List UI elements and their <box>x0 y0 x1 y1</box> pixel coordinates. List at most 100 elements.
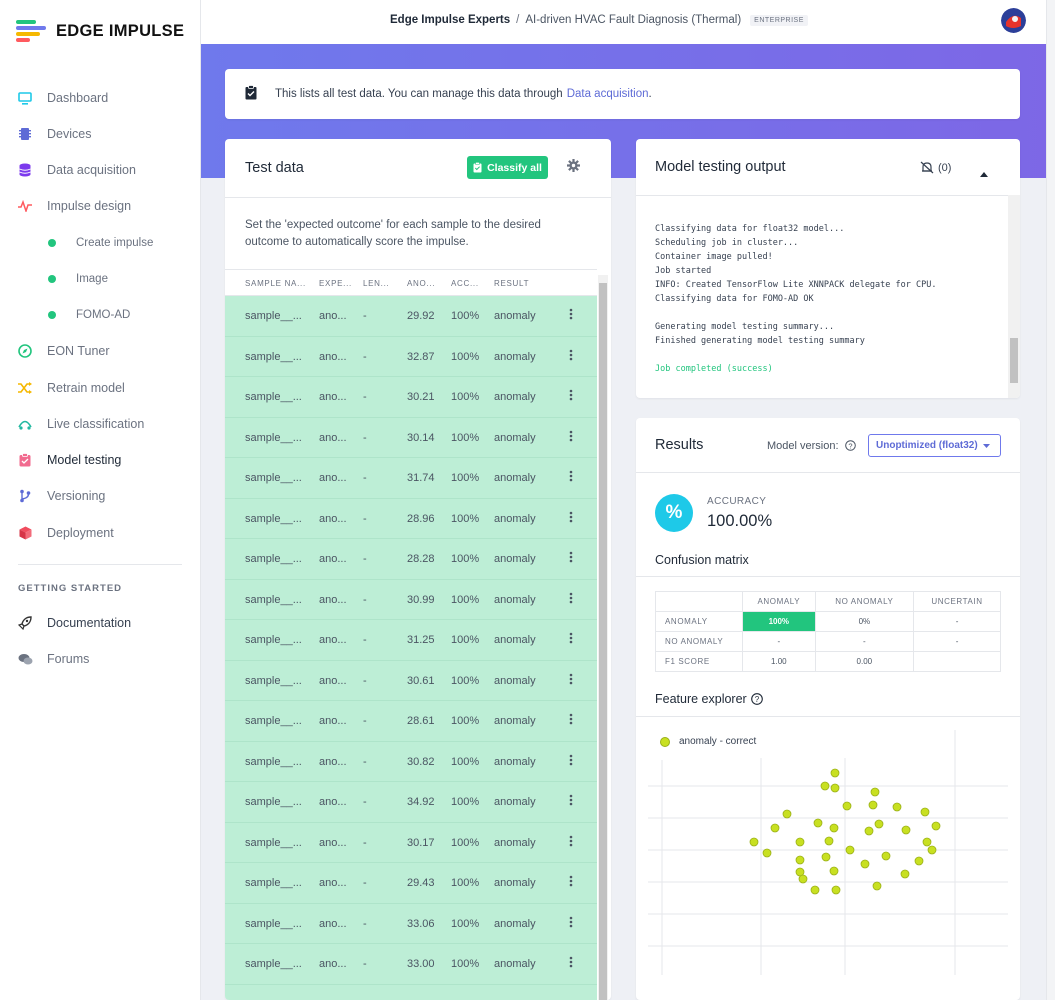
plot-point[interactable] <box>798 874 808 884</box>
row-menu-icon[interactable] <box>569 511 573 526</box>
plot-point[interactable] <box>830 768 840 778</box>
plot-point[interactable] <box>900 869 910 879</box>
model-version-select[interactable]: Unoptimized (float32) <box>868 434 1001 457</box>
avatar[interactable] <box>1001 8 1026 33</box>
table-row[interactable]: sample__... ano... - 30.99 100% anomaly <box>225 580 597 620</box>
table-row[interactable]: sample__... ano... - 28.28 100% anomaly <box>225 539 597 580</box>
plot-point[interactable] <box>829 823 839 833</box>
plot-point[interactable] <box>770 823 780 833</box>
row-menu-icon[interactable] <box>569 794 573 809</box>
table-row[interactable]: sample__... ano... - 34.92 100% anomaly <box>225 782 597 823</box>
sidebar-item-versioning[interactable]: Versioning <box>0 478 200 514</box>
sidebar-item-live-classification[interactable]: Live classification <box>0 406 200 442</box>
col-result[interactable]: RESULT <box>494 279 530 288</box>
sidebar-item-documentation[interactable]: Documentation <box>0 605 200 641</box>
table-row[interactable]: sample__... ano... - 29.43 100% anomaly <box>225 863 597 904</box>
table-row[interactable]: sample__... ano... - 30.17 100% anomaly <box>225 823 597 863</box>
plot-point[interactable] <box>874 819 884 829</box>
classify-all-button[interactable]: Classify all <box>467 156 548 179</box>
sidebar-item-image[interactable]: Image <box>0 261 200 297</box>
sidebar-item-devices[interactable]: Devices <box>0 116 200 152</box>
plot-point[interactable] <box>762 848 772 858</box>
plot-point[interactable] <box>842 801 852 811</box>
plot-point[interactable] <box>870 787 880 797</box>
plot-point[interactable] <box>813 818 823 828</box>
plot-point[interactable] <box>922 837 932 847</box>
plot-point[interactable] <box>845 845 855 855</box>
help-icon[interactable]: ? <box>750 693 763 705</box>
sidebar-item-impulse-design[interactable]: Impulse design <box>0 188 200 224</box>
row-menu-icon[interactable] <box>569 349 573 364</box>
row-menu-icon[interactable] <box>569 754 573 769</box>
sidebar-item-eon-tuner[interactable]: EON Tuner <box>0 333 200 369</box>
col-sample-name[interactable]: SAMPLE NA... <box>245 279 306 288</box>
plot-point[interactable] <box>901 825 911 835</box>
feature-explorer-plot[interactable] <box>648 730 1008 980</box>
plot-point[interactable] <box>829 866 839 876</box>
collapse-caret-icon[interactable] <box>980 164 988 182</box>
plot-point[interactable] <box>931 821 941 831</box>
row-menu-icon[interactable] <box>569 713 573 728</box>
sidebar-item-create-impulse[interactable]: Create impulse <box>0 225 200 261</box>
table-row[interactable]: sample__... ano... - 28.96 100% anomaly <box>225 499 597 539</box>
table-row[interactable]: sample__... ano... - 30.21 100% anomaly <box>225 377 597 418</box>
plot-point[interactable] <box>892 802 902 812</box>
notifications-toggle[interactable]: (0) <box>920 161 951 174</box>
help-icon[interactable]: ? <box>844 440 856 451</box>
col-length[interactable]: LEN... <box>363 279 390 288</box>
table-row[interactable]: sample__... ano... - 31.74 100% anomaly <box>225 458 597 499</box>
table-row[interactable]: sample__... ano... - 30.82 100% anomaly <box>225 742 597 782</box>
sidebar-item-fomo-ad[interactable]: FOMO-AD <box>0 297 200 333</box>
plot-point[interactable] <box>914 856 924 866</box>
plot-point[interactable] <box>820 781 830 791</box>
plot-point[interactable] <box>927 845 937 855</box>
breadcrumb-project[interactable]: AI-driven HVAC Fault Diagnosis (Thermal) <box>525 14 742 26</box>
row-menu-icon[interactable] <box>569 835 573 850</box>
plot-point[interactable] <box>749 837 759 847</box>
sidebar-item-data-acquisition[interactable]: Data acquisition <box>0 152 200 188</box>
plot-point[interactable] <box>881 851 891 861</box>
plot-point[interactable] <box>831 885 841 895</box>
plot-legend[interactable]: anomaly - correct <box>660 736 756 747</box>
sidebar-item-retrain-model[interactable]: Retrain model <box>0 370 200 406</box>
table-row[interactable]: sample__... ano... - 33.00 100% anomaly <box>225 944 597 985</box>
plot-point[interactable] <box>920 807 930 817</box>
table-row[interactable]: sample__... ano... - 30.61 100% anomaly <box>225 661 597 701</box>
plot-point[interactable] <box>830 783 840 793</box>
plot-point[interactable] <box>821 852 831 862</box>
plot-point[interactable] <box>872 881 882 891</box>
table-scrollbar[interactable] <box>598 275 608 1000</box>
table-row[interactable]: sample__... ano... - 31.25 100% anomaly <box>225 620 597 661</box>
row-menu-icon[interactable] <box>569 916 573 931</box>
row-menu-icon[interactable] <box>569 308 573 323</box>
data-acquisition-link[interactable]: Data acquisition <box>566 88 649 100</box>
row-menu-icon[interactable] <box>569 632 573 647</box>
plot-point[interactable] <box>868 800 878 810</box>
row-menu-icon[interactable] <box>569 875 573 890</box>
plot-point[interactable] <box>795 837 805 847</box>
row-menu-icon[interactable] <box>569 430 573 445</box>
table-row[interactable]: sample__... ano... - 28.61 100% anomaly <box>225 701 597 742</box>
plot-point[interactable] <box>782 809 792 819</box>
logo[interactable]: EDGE IMPULSE <box>16 18 184 44</box>
page-scrollbar[interactable] <box>1046 0 1055 1000</box>
plot-point[interactable] <box>860 859 870 869</box>
table-row[interactable]: sample__... ano... - 30.14 100% anomaly <box>225 418 597 458</box>
row-menu-icon[interactable] <box>569 673 573 688</box>
plot-point[interactable] <box>795 855 805 865</box>
table-row[interactable]: sample__... ano... - 32.87 100% anomaly <box>225 337 597 377</box>
console-scrollbar[interactable] <box>1008 195 1020 398</box>
col-expected[interactable]: EXPE... <box>319 279 352 288</box>
sidebar-item-model-testing[interactable]: Model testing <box>0 442 200 478</box>
col-anomaly[interactable]: ANO... <box>407 279 436 288</box>
sidebar-item-forums[interactable]: Forums <box>0 641 200 677</box>
breadcrumb-org[interactable]: Edge Impulse Experts <box>390 14 511 26</box>
plot-point[interactable] <box>810 885 820 895</box>
plot-point[interactable] <box>824 836 834 846</box>
sidebar-item-deployment[interactable]: Deployment <box>0 515 200 551</box>
plot-point[interactable] <box>864 826 874 836</box>
row-menu-icon[interactable] <box>569 470 573 485</box>
table-row[interactable]: sample__... ano... - 33.06 100% anomaly <box>225 904 597 944</box>
row-menu-icon[interactable] <box>569 592 573 607</box>
scrollbar-thumb[interactable] <box>1010 338 1018 383</box>
